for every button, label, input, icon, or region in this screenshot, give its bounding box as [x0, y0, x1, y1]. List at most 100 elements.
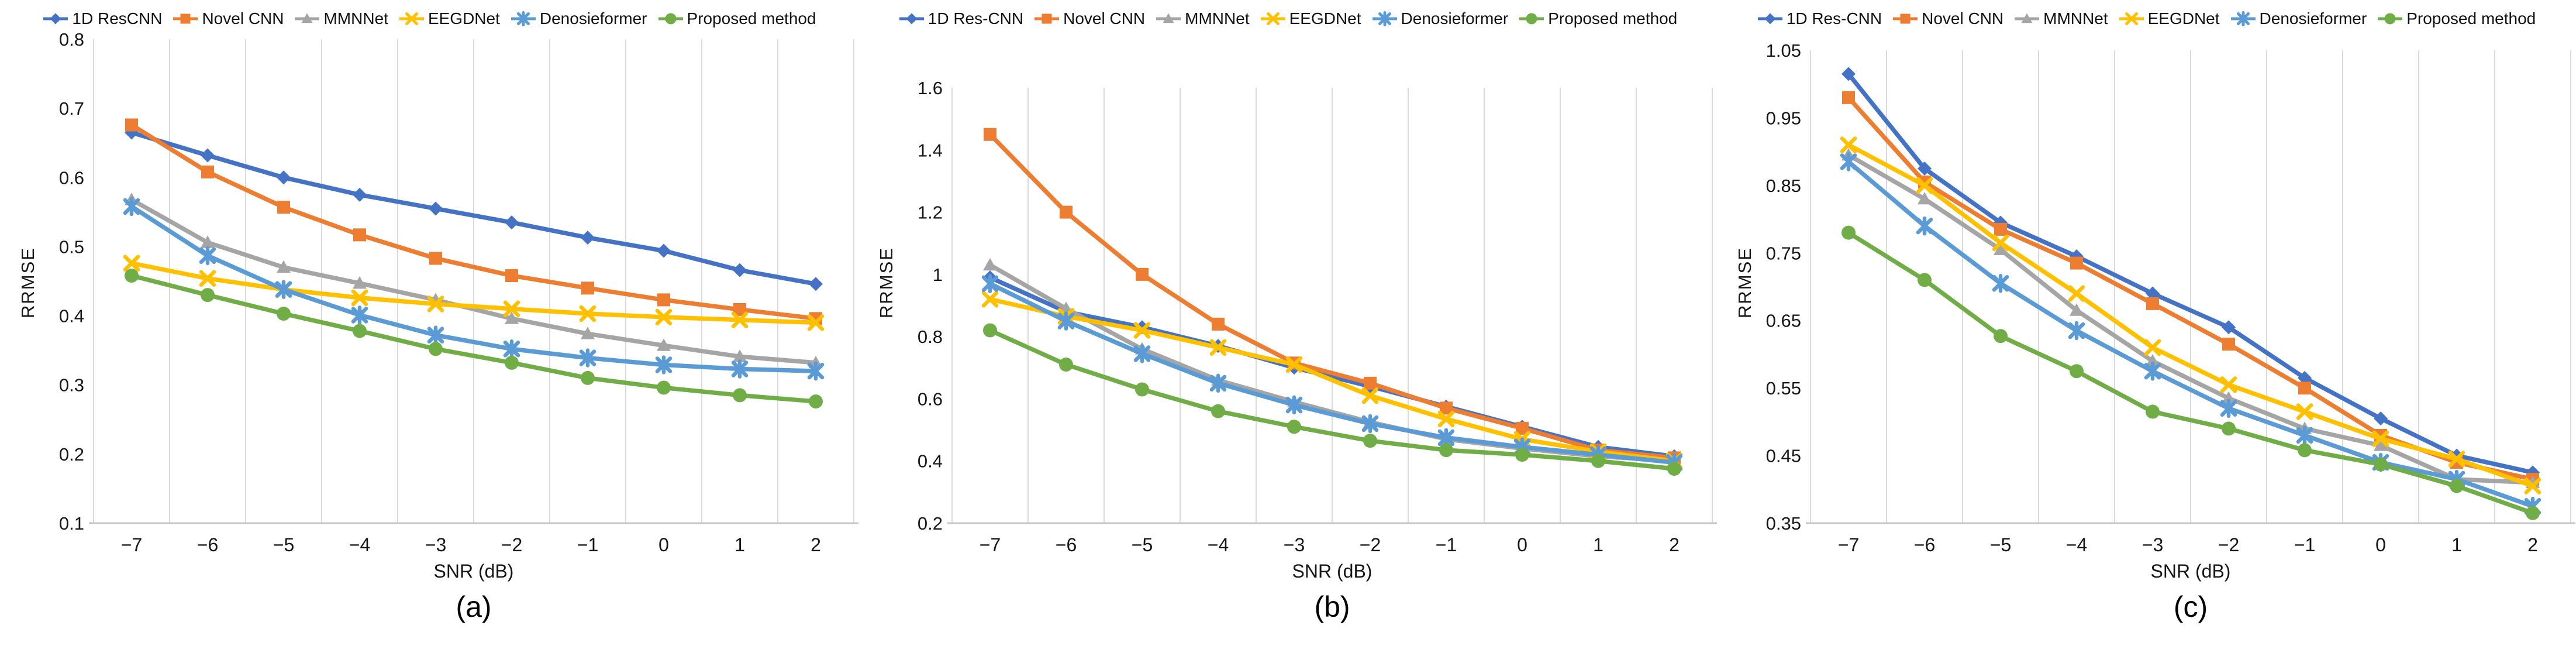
x-marker [1266, 12, 1280, 25]
triangle-marker [2222, 391, 2236, 404]
diamond-marker [2374, 411, 2388, 426]
legend-item-proposed-method: Proposed method [657, 9, 816, 28]
legend-label: Proposed method [2406, 9, 2536, 28]
series-proposed-method [125, 269, 823, 409]
asterisk-marker [503, 339, 520, 359]
x-tick-label: −4 [1208, 534, 1229, 555]
x-tick-labels: −7 −6 −5 −4 −3 −2 −1 0 1 2 [980, 534, 1680, 555]
y-tick-label: 0.45 [1766, 446, 1801, 466]
circle-marker [2070, 364, 2084, 379]
y-tick-label: 0.8 [918, 327, 943, 347]
legend-item-1d-res-cnn: 1D Res-CNN [898, 9, 1023, 28]
legend-label: Denosieformer [1401, 9, 1509, 28]
diamond-marker [1764, 13, 1776, 25]
asterisk-marker [1378, 11, 1391, 26]
asterisk-marker [1057, 311, 1075, 331]
square-marker [1994, 222, 2007, 236]
x-marker [1209, 339, 1227, 356]
diamond-marker [277, 170, 291, 185]
square-legend-marker-icon [1893, 13, 1918, 24]
asterisk-marker [1133, 344, 1151, 363]
y-tick-label: 0.2 [59, 444, 84, 465]
asterisk-marker [2144, 362, 2161, 381]
triangle-marker [277, 260, 291, 273]
circle-marker [201, 288, 215, 303]
circle-marker [505, 355, 519, 370]
triangle-marker [2070, 303, 2084, 316]
y-tick-label: 0.6 [918, 389, 943, 409]
diamond-marker [733, 263, 747, 277]
chart-a-y-axis-title: RRMSE [18, 247, 38, 318]
x-marker [427, 296, 444, 312]
x-marker [1916, 177, 1933, 194]
x-tick-label: −4 [2066, 534, 2087, 555]
legend-label: Novel CNN [1922, 9, 2004, 28]
x-marker [981, 291, 999, 308]
legend-label: MMNNet [1185, 9, 1250, 28]
triangle-marker [1163, 13, 1174, 23]
asterisk-marker [516, 11, 530, 26]
square-marker [581, 281, 594, 295]
x-marker [579, 305, 596, 322]
asterisk-marker [2236, 11, 2250, 26]
legend-label: 1D Res-CNN [1786, 9, 1882, 28]
asterisk-marker [1209, 373, 1227, 393]
diamond-legend-marker-icon [43, 13, 68, 25]
diamond-marker [1918, 162, 1932, 176]
x-tick-label: −5 [1132, 534, 1153, 555]
triangle-marker [657, 338, 671, 351]
diamond-marker [581, 231, 595, 245]
triangle-legend-marker-icon [1156, 13, 1181, 23]
legend-label: Novel CNN [202, 9, 284, 28]
square-marker [2070, 256, 2083, 270]
chart-a-canvas: 0.8 0.7 0.6 0.5 0.4 0.3 0.2 0.1 −7 −6 −5 −4 −3 −2 −1 0 1… [59, 29, 858, 555]
x-tick-label: −6 [197, 534, 218, 555]
x-marker [2144, 339, 2161, 356]
square-marker [429, 252, 442, 265]
square-marker [125, 118, 138, 132]
circle-marker [581, 370, 595, 385]
series-denosieformer [981, 274, 1683, 472]
x-marker [123, 255, 140, 272]
x-marker [731, 311, 749, 328]
square-marker [277, 201, 290, 214]
x-tick-label: 1 [2451, 534, 2462, 555]
y-tick-label: 0.3 [59, 375, 84, 396]
circle-marker [1059, 357, 1073, 372]
x-marker [807, 314, 825, 331]
x-tick-label: −6 [1914, 534, 1935, 555]
x-marker [2524, 478, 2541, 494]
legend-label: 1D ResCNN [72, 9, 163, 28]
circle-marker [1287, 420, 1301, 434]
circle-marker [1439, 443, 1453, 458]
square-legend-marker-icon [1034, 13, 1060, 24]
y-tick-label: 0.6 [59, 167, 84, 188]
gridlines [1810, 50, 2571, 523]
circle-marker [1211, 404, 1225, 418]
diamond-marker [353, 187, 367, 202]
diamond-marker [505, 215, 519, 230]
x-tick-label: −6 [1056, 534, 1077, 555]
x-tick-label: 2 [811, 534, 821, 555]
x-marker [655, 308, 673, 326]
legend-item-denosieformer: Denosieformer [510, 9, 647, 28]
x-tick-label: −2 [1360, 534, 1381, 555]
legend-label: MMNNet [2043, 9, 2108, 28]
chart-c-x-axis-title: SNR (dB) [2150, 561, 2231, 582]
triangle-marker [505, 311, 519, 324]
diamond-marker [809, 277, 823, 291]
circle-marker [2298, 443, 2312, 458]
square-marker [733, 303, 746, 316]
triangle-marker [983, 257, 997, 271]
circle-marker [1135, 382, 1149, 397]
x-tick-label: −3 [1284, 534, 1305, 555]
x-marker [1285, 356, 1303, 373]
x-tick-label: −5 [273, 534, 294, 555]
y-tick-label: 1 [933, 265, 943, 285]
legend-item-proposed-method: Proposed method [1518, 9, 1677, 28]
asterisk-legend-marker-icon [1372, 11, 1397, 26]
x-marker [1840, 136, 1857, 153]
x-marker [2296, 403, 2313, 420]
legend-label: 1D Res-CNN [927, 9, 1024, 28]
triangle-marker [2374, 438, 2388, 451]
